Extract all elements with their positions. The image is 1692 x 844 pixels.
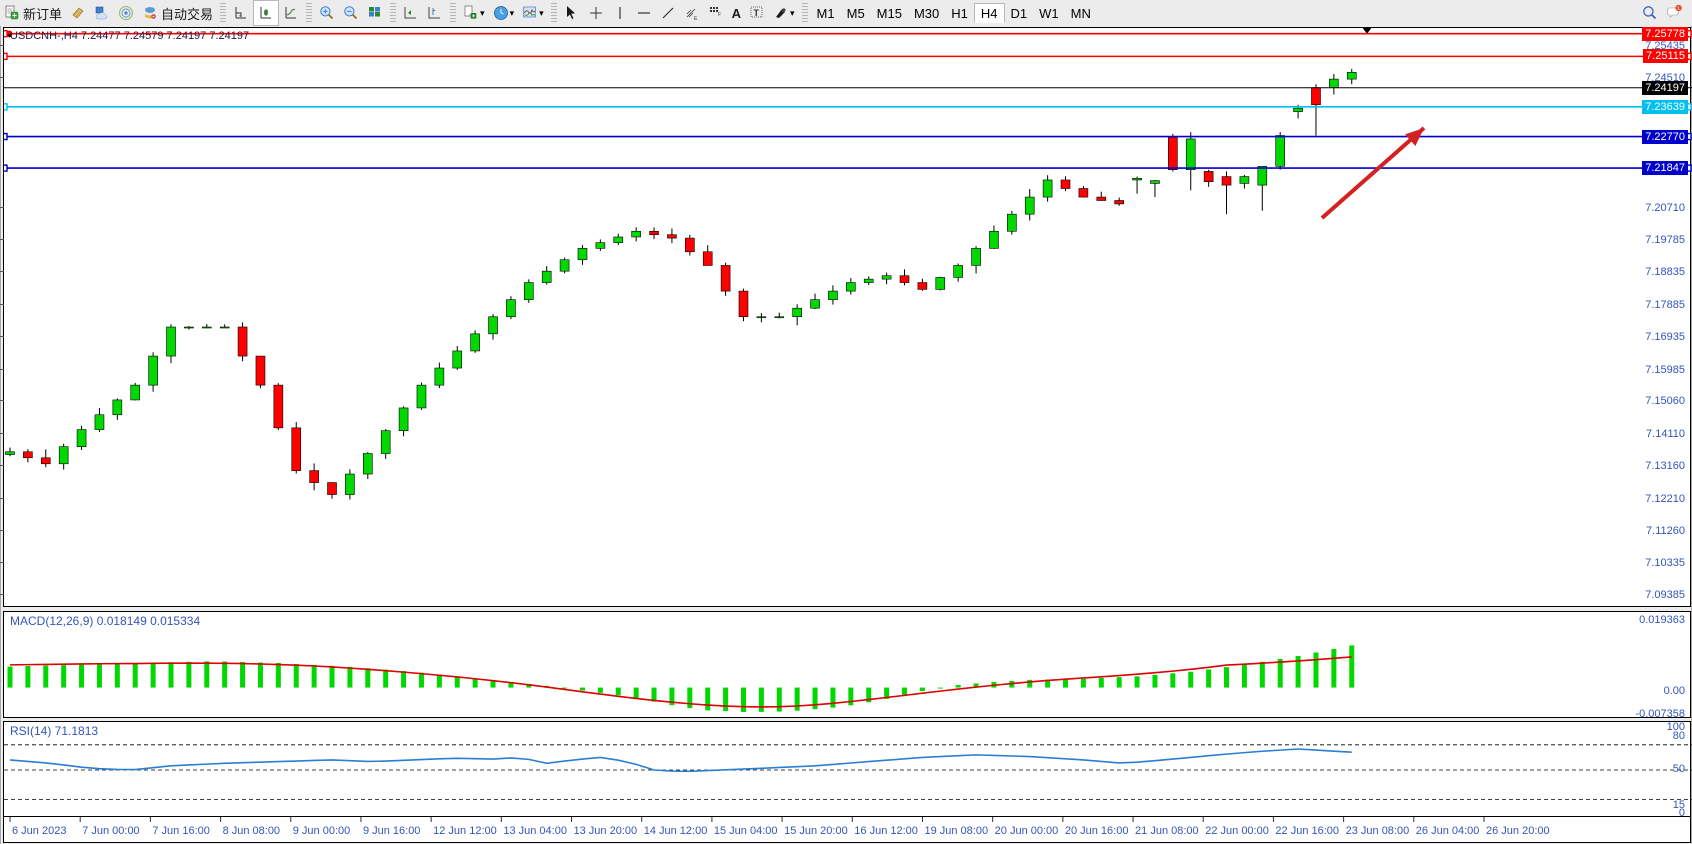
svg-text:9 Jun 16:00: 9 Jun 16:00 — [363, 825, 421, 837]
svg-text:8 Jun 08:00: 8 Jun 08:00 — [223, 825, 280, 837]
svg-text:T: T — [754, 8, 760, 18]
svg-text:22 Jun 16:00: 22 Jun 16:00 — [1275, 825, 1339, 837]
svg-text:9 Jun 00:00: 9 Jun 00:00 — [293, 825, 351, 837]
svg-text:22 Jun 00:00: 22 Jun 00:00 — [1205, 825, 1269, 837]
svg-text:15 Jun 04:00: 15 Jun 04:00 — [714, 825, 778, 837]
svg-text:21 Jun 08:00: 21 Jun 08:00 — [1135, 825, 1199, 837]
svg-text:23 Jun 08:00: 23 Jun 08:00 — [1346, 825, 1410, 837]
svg-text:7 Jun 16:00: 7 Jun 16:00 — [152, 825, 210, 837]
svg-text:6 Jun 2023: 6 Jun 2023 — [12, 825, 66, 837]
svg-text:12 Jun 12:00: 12 Jun 12:00 — [433, 825, 497, 837]
svg-text:13 Jun 04:00: 13 Jun 04:00 — [503, 825, 567, 837]
svg-text:13 Jun 20:00: 13 Jun 20:00 — [574, 825, 638, 837]
svg-text:F: F — [718, 12, 721, 18]
svg-text:15 Jun 20:00: 15 Jun 20:00 — [784, 825, 848, 837]
svg-text:7 Jun 00:00: 7 Jun 00:00 — [82, 825, 140, 837]
svg-text:19 Jun 08:00: 19 Jun 08:00 — [924, 825, 988, 837]
svg-text:16 Jun 12:00: 16 Jun 12:00 — [854, 825, 918, 837]
svg-text:20 Jun 00:00: 20 Jun 00:00 — [995, 825, 1059, 837]
svg-text:20 Jun 16:00: 20 Jun 16:00 — [1065, 825, 1129, 837]
svg-text:E: E — [694, 16, 698, 21]
svg-text:14 Jun 12:00: 14 Jun 12:00 — [644, 825, 708, 837]
svg-text:26 Jun 20:00: 26 Jun 20:00 — [1486, 825, 1550, 837]
svg-text:26 Jun 04:00: 26 Jun 04:00 — [1416, 825, 1480, 837]
